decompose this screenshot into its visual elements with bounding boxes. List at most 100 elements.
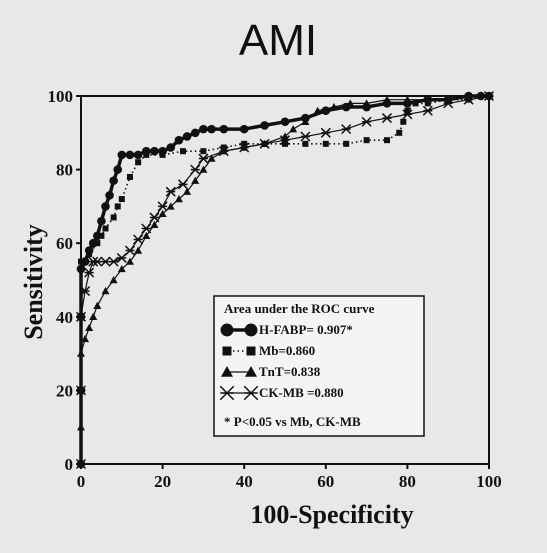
data-point bbox=[207, 124, 216, 134]
data-point bbox=[259, 138, 270, 149]
data-point bbox=[102, 225, 109, 232]
data-point bbox=[110, 214, 117, 221]
legend-marker bbox=[246, 346, 256, 356]
y-tick-label: 40 bbox=[56, 308, 73, 327]
data-point bbox=[384, 137, 390, 144]
data-point bbox=[80, 286, 91, 297]
y-axis-title: Sensitivity bbox=[19, 224, 48, 340]
data-point bbox=[190, 128, 200, 138]
legend-box bbox=[213, 295, 425, 437]
x-tick-label: 20 bbox=[154, 472, 171, 491]
data-point bbox=[101, 287, 110, 295]
chart-title: AMI bbox=[239, 16, 317, 65]
legend-marker bbox=[220, 323, 234, 337]
data-point bbox=[149, 212, 160, 223]
legend-marker bbox=[245, 366, 257, 377]
data-point bbox=[126, 173, 133, 180]
legend-title: Area under the ROC curve bbox=[224, 301, 375, 316]
data-point bbox=[207, 154, 216, 162]
data-point bbox=[150, 220, 159, 228]
data-point bbox=[86, 251, 93, 258]
legend-marker bbox=[221, 366, 233, 377]
data-point bbox=[166, 143, 176, 152]
data-point bbox=[81, 334, 90, 343]
data-point bbox=[135, 159, 142, 166]
data-point bbox=[114, 203, 121, 210]
data-point bbox=[412, 100, 419, 107]
data-point bbox=[200, 148, 207, 155]
data-point bbox=[239, 124, 249, 134]
x-tick-label: 60 bbox=[317, 472, 334, 491]
data-point bbox=[116, 252, 127, 263]
data-point bbox=[108, 256, 119, 267]
data-point bbox=[280, 117, 290, 127]
x-tick-label: 80 bbox=[399, 472, 416, 491]
data-point bbox=[363, 137, 370, 144]
data-point bbox=[463, 94, 474, 105]
data-point bbox=[301, 117, 310, 125]
y-tick-label: 80 bbox=[56, 161, 73, 180]
data-point bbox=[260, 121, 269, 130]
data-point bbox=[166, 202, 175, 210]
data-point bbox=[158, 209, 167, 217]
data-point bbox=[105, 191, 114, 200]
data-point bbox=[101, 202, 110, 211]
y-tick-label: 0 bbox=[65, 455, 74, 474]
data-point bbox=[174, 195, 183, 203]
data-point bbox=[239, 142, 250, 153]
data-point bbox=[329, 103, 338, 111]
data-point bbox=[177, 179, 189, 190]
data-point bbox=[383, 95, 391, 103]
data-point bbox=[219, 124, 229, 134]
data-point bbox=[396, 129, 403, 136]
data-point bbox=[143, 151, 150, 158]
legend-entry-label: H-FABP= 0.907* bbox=[259, 322, 353, 337]
data-point bbox=[159, 151, 166, 158]
data-point bbox=[422, 105, 433, 116]
data-point bbox=[94, 240, 101, 247]
data-point bbox=[133, 150, 143, 160]
data-point bbox=[100, 256, 111, 267]
x-tick-label: 40 bbox=[236, 472, 253, 491]
data-point bbox=[98, 232, 105, 239]
y-tick-label: 60 bbox=[56, 234, 73, 253]
legend-marker bbox=[219, 385, 235, 401]
data-point bbox=[343, 140, 350, 147]
data-point bbox=[93, 301, 102, 309]
data-point bbox=[141, 223, 152, 234]
data-point bbox=[346, 99, 355, 107]
data-point bbox=[443, 98, 454, 109]
data-point bbox=[289, 125, 298, 133]
data-point bbox=[109, 176, 118, 185]
data-point bbox=[150, 146, 159, 156]
data-point bbox=[85, 323, 94, 332]
data-point bbox=[362, 99, 371, 107]
data-point bbox=[125, 257, 134, 265]
data-point bbox=[190, 164, 201, 175]
data-point bbox=[182, 132, 192, 141]
series-4 bbox=[75, 90, 495, 470]
data-point bbox=[381, 113, 393, 124]
legend-marker bbox=[222, 346, 232, 356]
data-point bbox=[302, 140, 309, 147]
data-point bbox=[157, 201, 168, 212]
data-point bbox=[424, 100, 431, 107]
data-point bbox=[199, 165, 208, 173]
data-point bbox=[78, 258, 84, 265]
data-point bbox=[400, 118, 407, 125]
data-point bbox=[313, 106, 322, 114]
data-point bbox=[300, 131, 311, 142]
data-point bbox=[218, 146, 229, 157]
legend-entry-label: Mb=0.860 bbox=[259, 343, 315, 358]
data-point bbox=[199, 124, 208, 134]
data-point bbox=[109, 276, 118, 284]
legend-entry-label: TnT=0.838 bbox=[259, 364, 321, 379]
y-tick-label: 20 bbox=[56, 381, 73, 400]
data-point bbox=[174, 135, 184, 145]
data-point bbox=[198, 153, 209, 164]
legend-marker bbox=[243, 385, 259, 401]
data-point bbox=[279, 135, 291, 146]
data-point bbox=[341, 124, 352, 135]
